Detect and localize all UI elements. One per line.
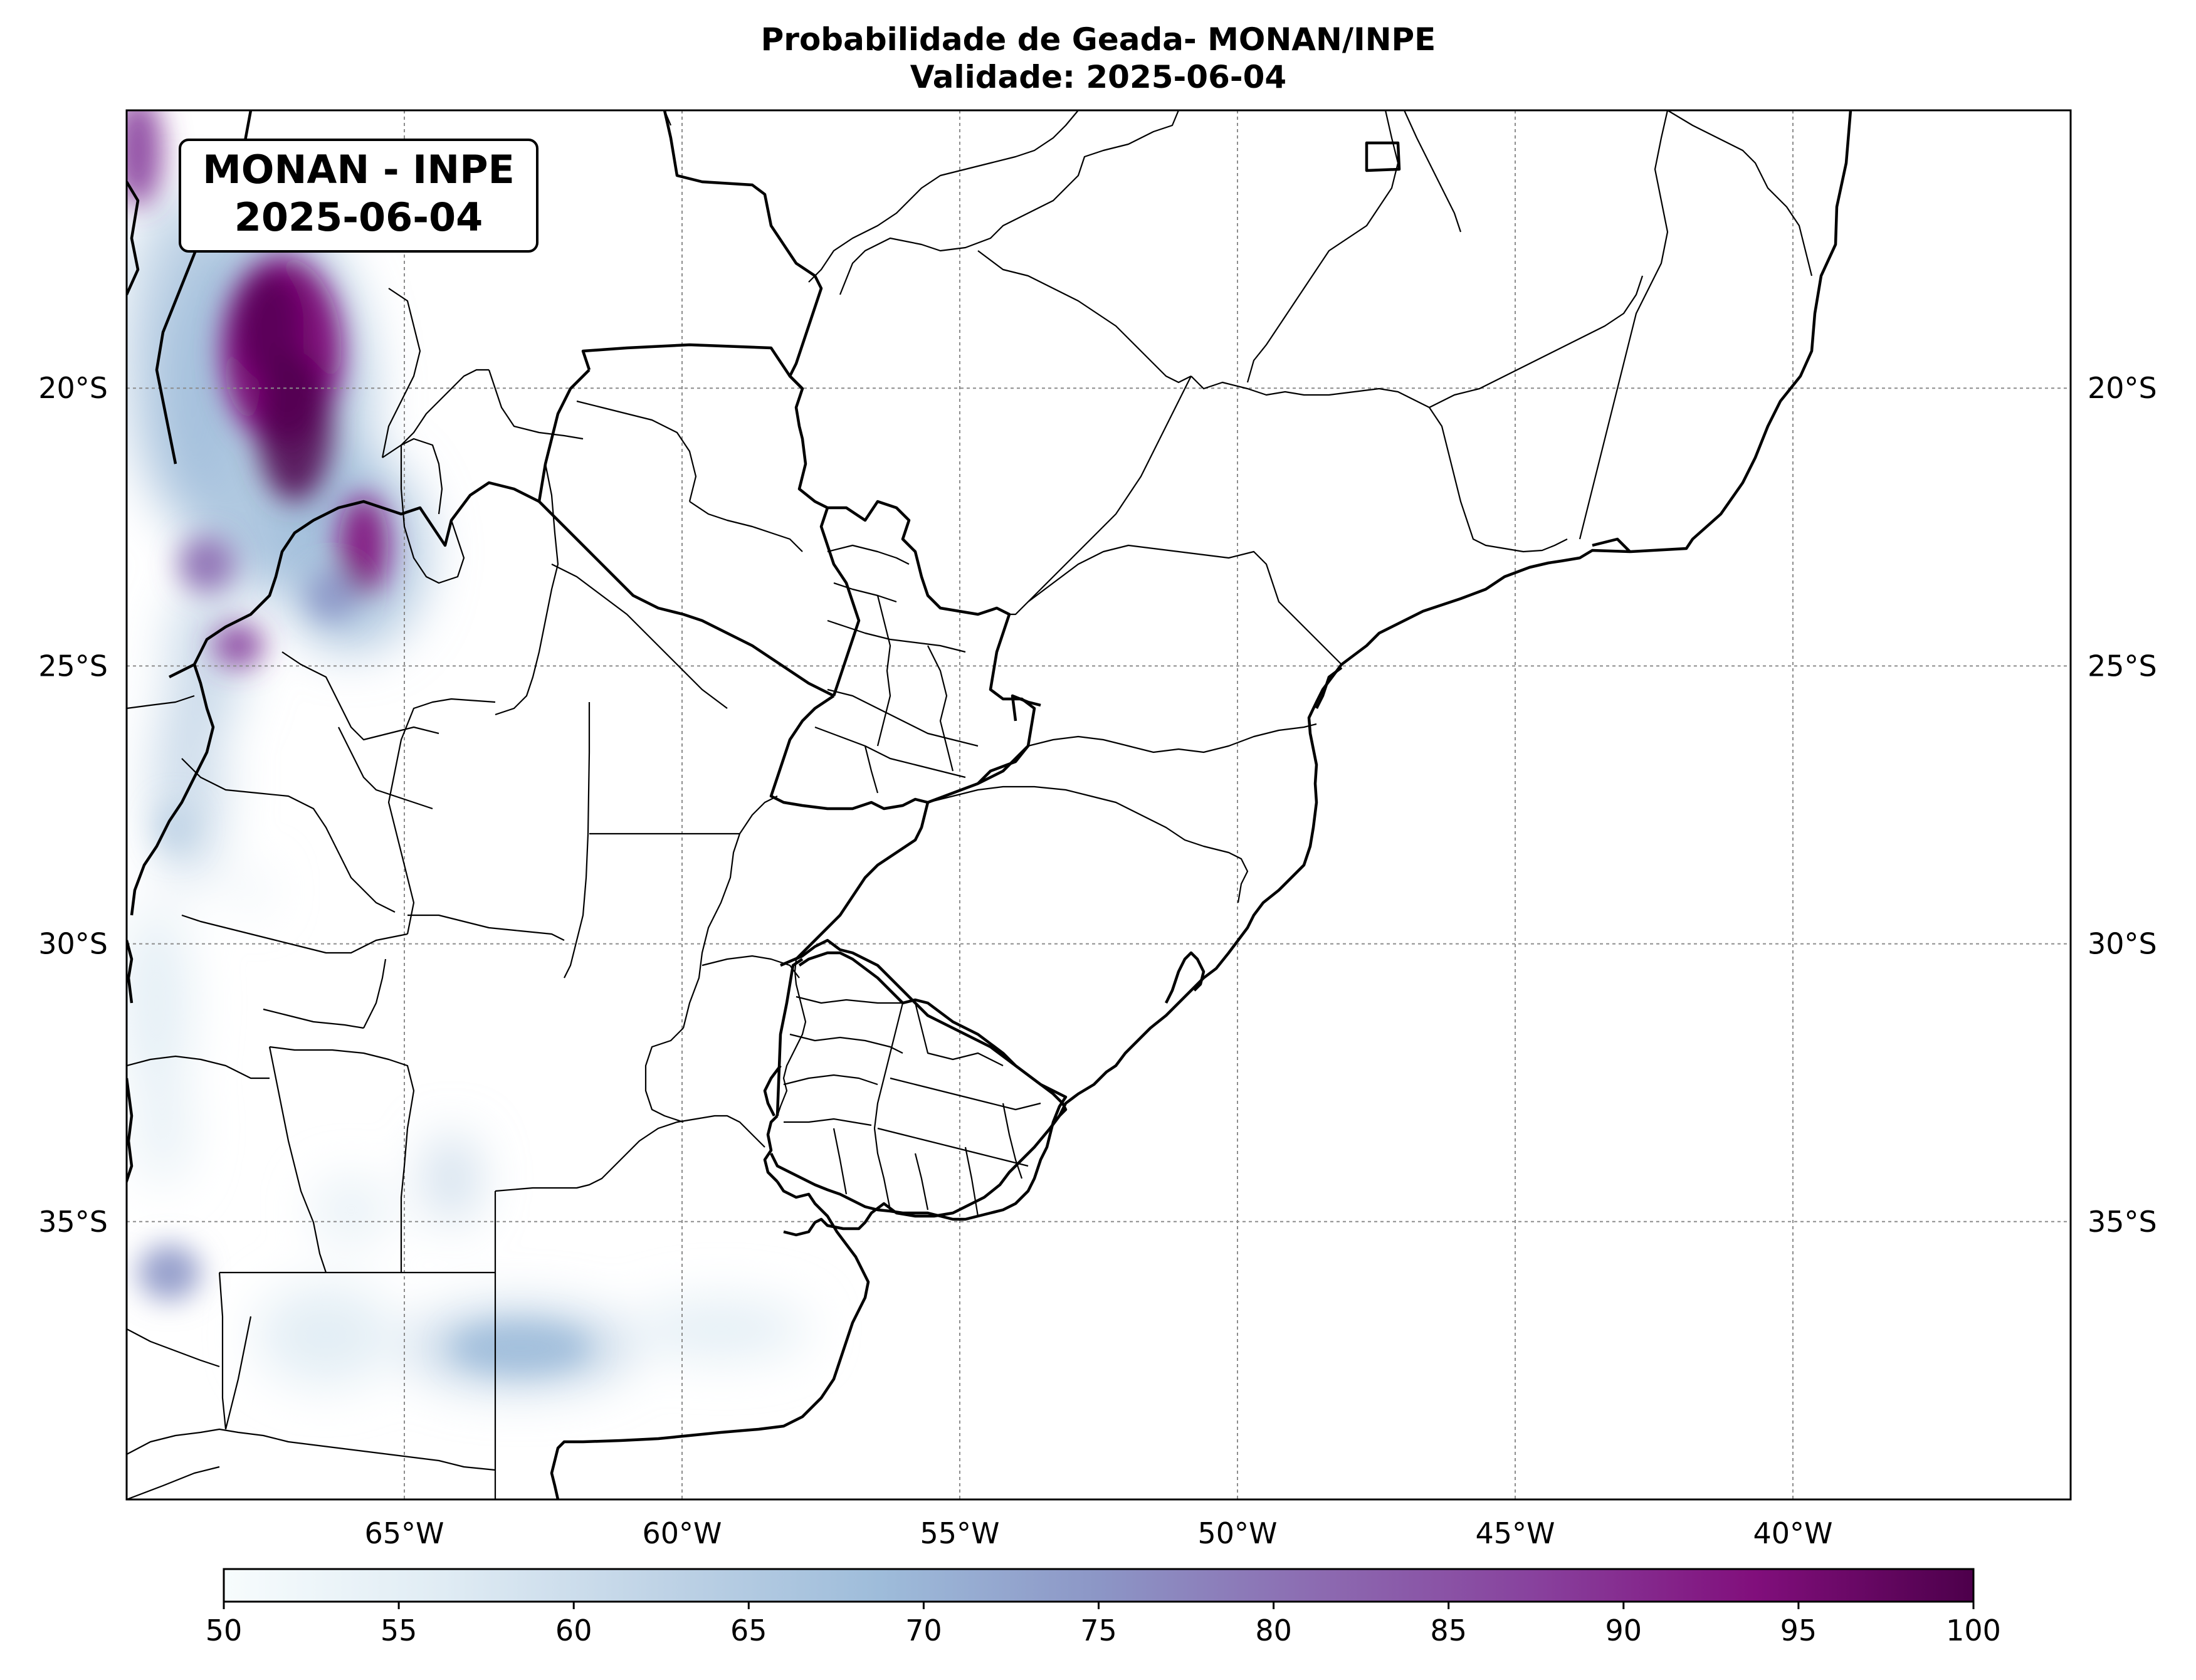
state-borders [127, 110, 1813, 1499]
longitude-labels: 65°W 60°W 55°W 50°W 45°W 40°W [364, 1516, 1832, 1550]
graticule [127, 110, 2071, 1499]
country-borders [127, 110, 1631, 1185]
colorbar-tick-label: 75 [1080, 1614, 1117, 1647]
annotation-date-label: 2025-06-04 [234, 194, 483, 240]
latitude-tick-label-right: 25°S [2088, 649, 2157, 683]
longitude-tick-label: 55°W [920, 1516, 999, 1550]
colorbar-ticks: 50 55 60 65 70 75 80 85 90 95 100 [206, 1602, 2001, 1647]
longitude-tick-label: 65°W [364, 1516, 444, 1550]
latitude-tick-label-left: 20°S [38, 371, 108, 405]
map-title-line2: Validade: 2025-06-04 [910, 59, 1286, 95]
colorbar-tick-label: 60 [555, 1614, 592, 1647]
colorbar-tick-label: 90 [1605, 1614, 1642, 1647]
colorbar-tick-label: 70 [905, 1614, 942, 1647]
latitude-labels-right: 20°S 25°S 30°S 35°S [2088, 371, 2157, 1239]
longitude-tick-label: 40°W [1753, 1516, 1832, 1550]
colorbar-tick-label: 50 [206, 1614, 243, 1647]
uruguay-borders [769, 951, 1068, 1221]
colorbar-tick-label: 80 [1255, 1614, 1292, 1647]
colorbar-tick-label: 55 [381, 1614, 418, 1647]
latitude-tick-label-right: 35°S [2088, 1205, 2157, 1239]
colorbar-tick-label: 100 [1946, 1614, 2001, 1647]
latitude-labels-left: 20°S 25°S 30°S 35°S [38, 371, 108, 1239]
coastline [550, 110, 1852, 1499]
annotation-model-label: MONAN - INPE [202, 147, 515, 192]
colorbar-tick-label: 65 [730, 1614, 767, 1647]
longitude-tick-label: 45°W [1475, 1516, 1555, 1550]
colorbar: 50 55 60 65 70 75 80 85 90 95 100 [206, 1568, 2001, 1647]
model-annotation-box: MONAN - INPE 2025-06-04 [179, 139, 538, 253]
longitude-tick-label: 50°W [1197, 1516, 1277, 1550]
latitude-tick-label-right: 30°S [2088, 927, 2157, 961]
colorbar-tick-label: 95 [1780, 1614, 1817, 1647]
latitude-tick-label-left: 30°S [38, 927, 108, 961]
frost-probability-shading [127, 110, 809, 1389]
map-frame [125, 109, 2072, 1501]
colorbar-gradient [223, 1568, 1975, 1603]
colorbar-tick-label: 85 [1430, 1614, 1467, 1647]
latitude-tick-label-left: 35°S [38, 1205, 108, 1239]
map-title-line1: Probabilidade de Geada- MONAN/INPE [761, 21, 1436, 58]
latitude-tick-label-right: 20°S [2088, 371, 2157, 405]
latitude-tick-label-left: 25°S [38, 649, 108, 683]
longitude-tick-label: 60°W [642, 1516, 722, 1550]
map-area [127, 110, 2071, 1499]
